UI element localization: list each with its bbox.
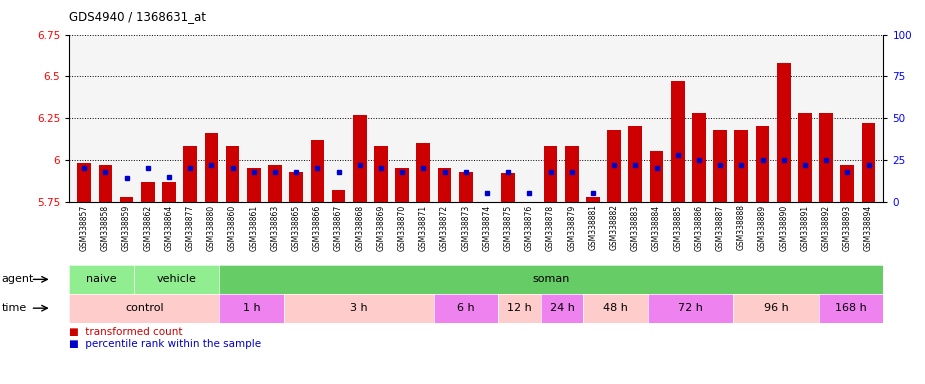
Text: control: control xyxy=(125,303,164,313)
Bar xyxy=(99,165,112,202)
Bar xyxy=(332,190,345,202)
Bar xyxy=(713,130,727,202)
Bar xyxy=(438,168,451,202)
Text: ■  transformed count: ■ transformed count xyxy=(69,327,183,337)
Bar xyxy=(798,113,812,202)
Text: vehicle: vehicle xyxy=(156,274,196,285)
Text: ■  percentile rank within the sample: ■ percentile rank within the sample xyxy=(69,339,262,349)
Bar xyxy=(183,146,197,202)
Bar xyxy=(119,197,133,202)
Bar xyxy=(395,168,409,202)
Bar xyxy=(628,126,642,202)
Text: 72 h: 72 h xyxy=(678,303,703,313)
Text: 24 h: 24 h xyxy=(549,303,574,313)
Bar xyxy=(692,113,706,202)
Bar xyxy=(671,81,684,202)
Text: 12 h: 12 h xyxy=(507,303,532,313)
Text: naive: naive xyxy=(86,274,117,285)
Text: 48 h: 48 h xyxy=(603,303,628,313)
Bar xyxy=(247,168,261,202)
Text: time: time xyxy=(2,303,27,313)
Bar xyxy=(311,140,325,202)
Bar xyxy=(268,165,282,202)
Bar xyxy=(374,146,388,202)
Bar xyxy=(841,165,854,202)
Bar xyxy=(416,143,430,202)
Text: 3 h: 3 h xyxy=(350,303,367,313)
Bar xyxy=(141,182,154,202)
Bar xyxy=(459,172,473,202)
Bar xyxy=(226,146,240,202)
Text: soman: soman xyxy=(533,274,570,285)
Text: 1 h: 1 h xyxy=(242,303,260,313)
Bar xyxy=(204,133,218,202)
Bar xyxy=(501,173,515,202)
Bar xyxy=(862,123,875,202)
Bar xyxy=(608,130,621,202)
Text: 6 h: 6 h xyxy=(457,303,475,313)
Text: GDS4940 / 1368631_at: GDS4940 / 1368631_at xyxy=(69,10,206,23)
Bar xyxy=(565,146,579,202)
Bar xyxy=(290,172,303,202)
Bar xyxy=(734,130,748,202)
Bar xyxy=(777,63,791,202)
Text: 96 h: 96 h xyxy=(764,303,789,313)
Bar xyxy=(353,115,366,202)
Text: agent: agent xyxy=(2,274,34,285)
Bar xyxy=(756,126,770,202)
Bar xyxy=(78,163,91,202)
Text: 168 h: 168 h xyxy=(835,303,867,313)
Bar xyxy=(586,197,599,202)
Bar xyxy=(820,113,833,202)
Bar xyxy=(649,152,663,202)
Bar xyxy=(544,146,558,202)
Bar xyxy=(162,182,176,202)
